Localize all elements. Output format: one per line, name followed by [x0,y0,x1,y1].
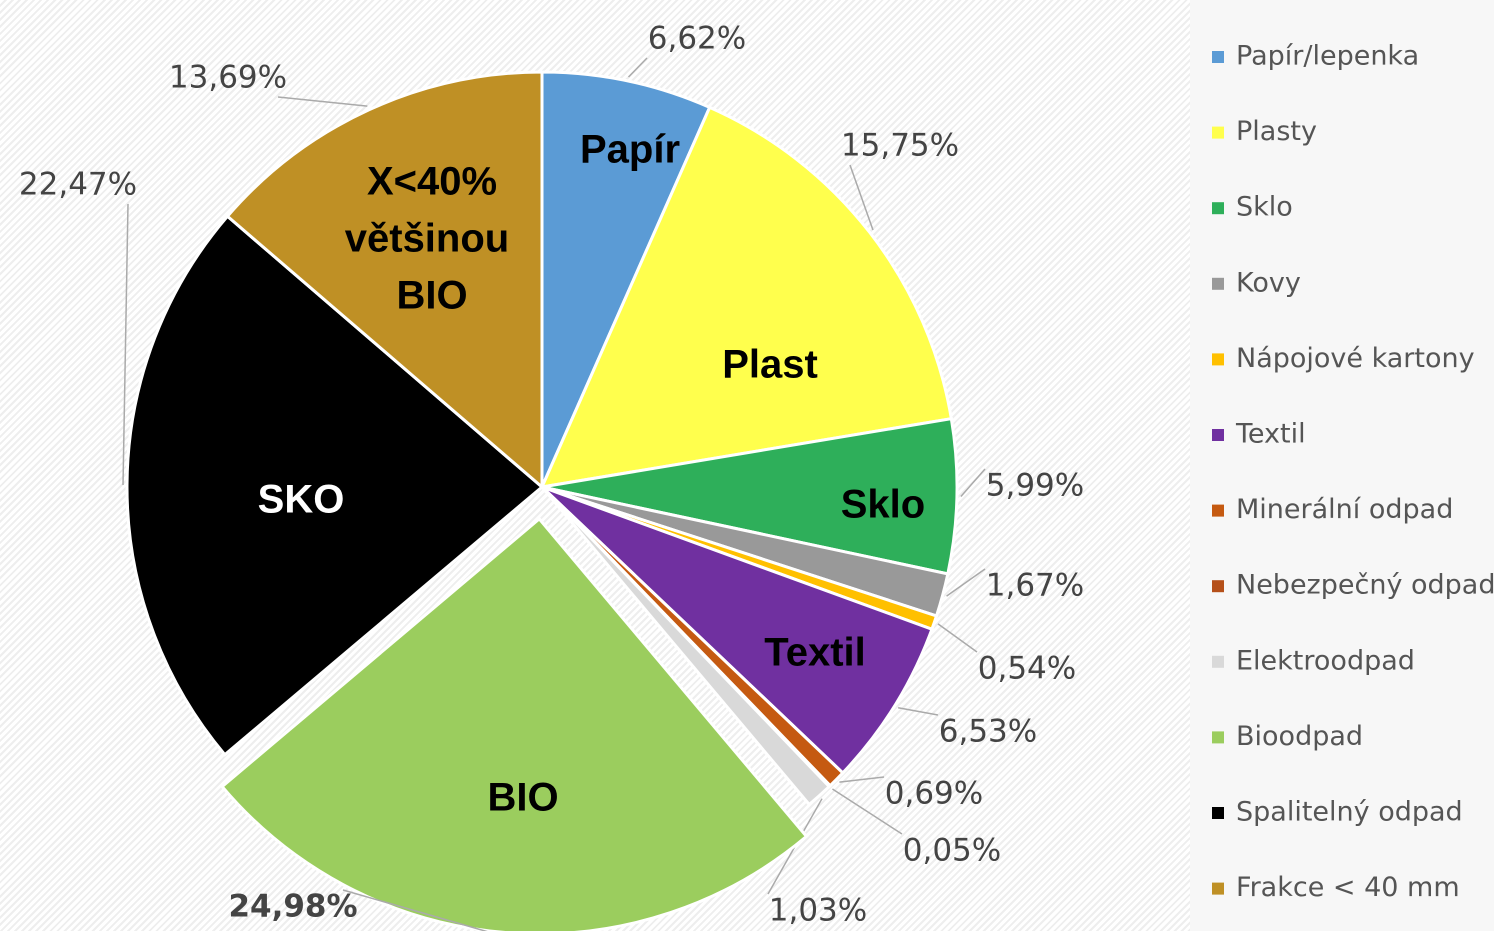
value-label: 5,99% [986,468,1084,504]
legend-swatch [1212,429,1224,441]
legend-label: Elektroodpad [1236,645,1415,676]
legend-label: Textil [1235,419,1306,450]
value-label: 1,67% [986,568,1084,604]
pie-slice [220,516,809,931]
legend-label: Spalitelný odpad [1236,797,1463,828]
legend-label: Kovy [1236,267,1301,298]
pie-slice [540,485,934,776]
value-label: 22,47% [19,167,137,203]
value-label: 15,75% [841,128,959,164]
slice-label: SKO [258,478,345,522]
legend-swatch [1212,126,1224,139]
legend-swatch [1212,731,1224,744]
slice-label: Sklo [841,483,925,527]
legend-swatch [1212,277,1224,290]
value-label: 0,05% [903,833,1001,869]
slice-label: Papír [580,128,680,172]
legend-label: Plasty [1236,116,1317,147]
legend-label: Frakce < 40 mm [1236,872,1460,903]
pie-slice [225,70,544,491]
value-label: 24,98% [228,889,357,925]
leader-line [832,788,903,835]
legend-swatch [1212,202,1224,215]
legend-swatch [1212,51,1224,63]
legend-label: Nápojové kartony [1236,343,1475,374]
legend-swatch [1212,807,1224,819]
legend-label: Nebezpečný odpad [1236,570,1494,601]
value-label: 1,03% [769,893,867,929]
slice-label: BIO [396,274,467,318]
value-label: 0,54% [978,651,1076,687]
leader-line [342,889,488,931]
value-label: 6,62% [648,21,746,57]
pie-slice [540,485,832,807]
pie-slice [539,105,954,489]
legend-label: Sklo [1236,192,1293,223]
leader-line [897,707,939,716]
leader-line [122,203,129,485]
legend-swatch [1212,882,1224,895]
legend-background [1190,0,1494,931]
legend-swatch [1212,580,1224,593]
slice-label: BIO [487,776,558,820]
legend-swatch [1212,504,1224,517]
pie-slice [541,416,959,576]
leader-line [937,623,978,653]
pie-slice [125,214,545,757]
leader-line [627,57,648,78]
legend-swatch [1212,353,1224,366]
slice-label: X<40% [367,160,497,204]
legend-label: Minerální odpad [1236,494,1453,525]
slice-label: Plast [722,343,818,387]
legend-label: Papír/lepenka [1236,41,1419,72]
value-label: 13,69% [169,60,287,96]
leader-line [849,164,874,231]
value-label: 0,69% [885,776,983,812]
slice-label: většinou [345,217,509,261]
legend-swatch [1212,655,1224,668]
leader-line [960,468,986,498]
leader-line [946,568,986,597]
value-label: 6,53% [939,714,1037,750]
leader-line [839,776,885,783]
legend-label: Bioodpad [1236,721,1363,752]
pie-slice [540,70,712,488]
slice-label: Textil [764,631,866,675]
leader-line [277,96,368,107]
